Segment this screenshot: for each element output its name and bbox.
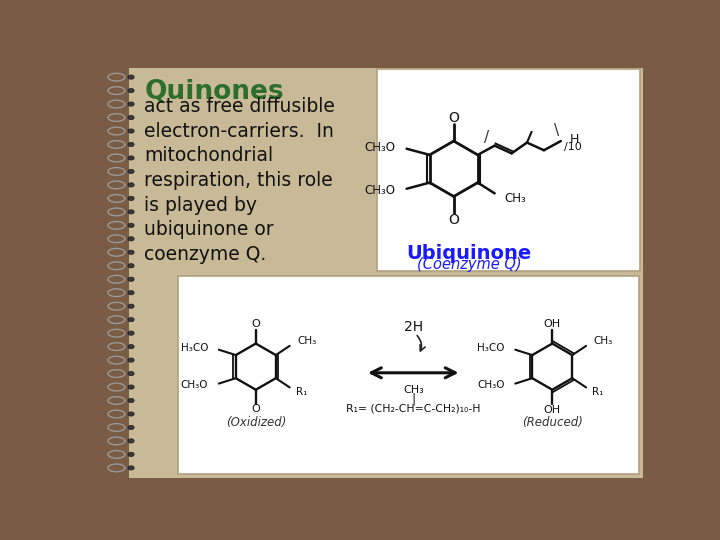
Bar (377, 70, 640, 271)
Ellipse shape (128, 318, 134, 322)
Ellipse shape (128, 453, 134, 456)
Text: /: / (485, 131, 490, 145)
Ellipse shape (128, 223, 134, 227)
Text: Quinones: Quinones (144, 79, 284, 105)
Ellipse shape (128, 210, 134, 214)
Ellipse shape (128, 143, 134, 147)
Ellipse shape (128, 277, 134, 281)
Text: OH: OH (544, 319, 561, 328)
Text: coenzyme Q.: coenzyme Q. (144, 245, 266, 264)
Text: R₁: R₁ (296, 387, 307, 397)
Ellipse shape (128, 116, 134, 120)
Text: CH₃: CH₃ (403, 384, 424, 395)
Ellipse shape (128, 75, 134, 79)
Ellipse shape (128, 345, 134, 349)
Text: CH₃O: CH₃O (364, 141, 395, 154)
Text: act as free diffusible: act as free diffusible (144, 97, 335, 116)
Text: respiration, this role: respiration, this role (144, 171, 333, 190)
Text: \: \ (554, 123, 559, 138)
Text: CH₃: CH₃ (297, 336, 317, 346)
Text: ubiquinone or: ubiquinone or (144, 220, 274, 239)
Text: OH: OH (544, 405, 561, 415)
Ellipse shape (128, 250, 134, 254)
Text: mitochondrial: mitochondrial (144, 146, 274, 165)
Text: H₃CO: H₃CO (477, 343, 505, 353)
Text: O: O (251, 319, 260, 329)
Text: CH₃O: CH₃O (477, 380, 505, 390)
Ellipse shape (128, 439, 134, 443)
Ellipse shape (128, 237, 134, 241)
Ellipse shape (128, 102, 134, 106)
Text: electron-carriers.  In: electron-carriers. In (144, 122, 334, 141)
Ellipse shape (128, 264, 134, 268)
Text: O: O (251, 404, 260, 414)
Text: Ubiquinone: Ubiquinone (407, 244, 532, 263)
FancyArrowPatch shape (417, 335, 425, 351)
Text: CH₃: CH₃ (594, 336, 613, 346)
Text: /10: /10 (564, 142, 582, 152)
Ellipse shape (128, 183, 134, 187)
Text: O: O (449, 111, 459, 125)
Ellipse shape (128, 156, 134, 160)
Text: CH₃O: CH₃O (364, 184, 395, 197)
Text: (Coenzyme Q): (Coenzyme Q) (417, 258, 521, 273)
Text: H₃CO: H₃CO (181, 343, 208, 353)
Bar (178, 276, 639, 475)
Ellipse shape (128, 412, 134, 416)
Ellipse shape (128, 426, 134, 430)
Ellipse shape (128, 399, 134, 403)
Text: |: | (412, 393, 415, 406)
Ellipse shape (128, 170, 134, 173)
Text: 2H: 2H (404, 320, 423, 334)
Text: CH₃O: CH₃O (181, 380, 208, 390)
Ellipse shape (128, 372, 134, 376)
Text: R₁= (CH₂-CH=C-CH₂)₁₀-H: R₁= (CH₂-CH=C-CH₂)₁₀-H (346, 404, 481, 414)
Ellipse shape (128, 196, 134, 200)
Text: (Reduced): (Reduced) (522, 416, 582, 429)
Text: O: O (449, 213, 459, 227)
Ellipse shape (128, 466, 134, 470)
Ellipse shape (128, 385, 134, 389)
Ellipse shape (128, 291, 134, 295)
Text: is played by: is played by (144, 195, 257, 215)
Ellipse shape (128, 358, 134, 362)
Ellipse shape (128, 129, 134, 133)
Ellipse shape (128, 89, 134, 93)
Text: H: H (570, 133, 580, 146)
Text: CH₃: CH₃ (505, 192, 526, 205)
Ellipse shape (128, 331, 134, 335)
Text: R₁: R₁ (593, 387, 603, 397)
Text: (Oxidized): (Oxidized) (225, 416, 286, 429)
Ellipse shape (128, 304, 134, 308)
